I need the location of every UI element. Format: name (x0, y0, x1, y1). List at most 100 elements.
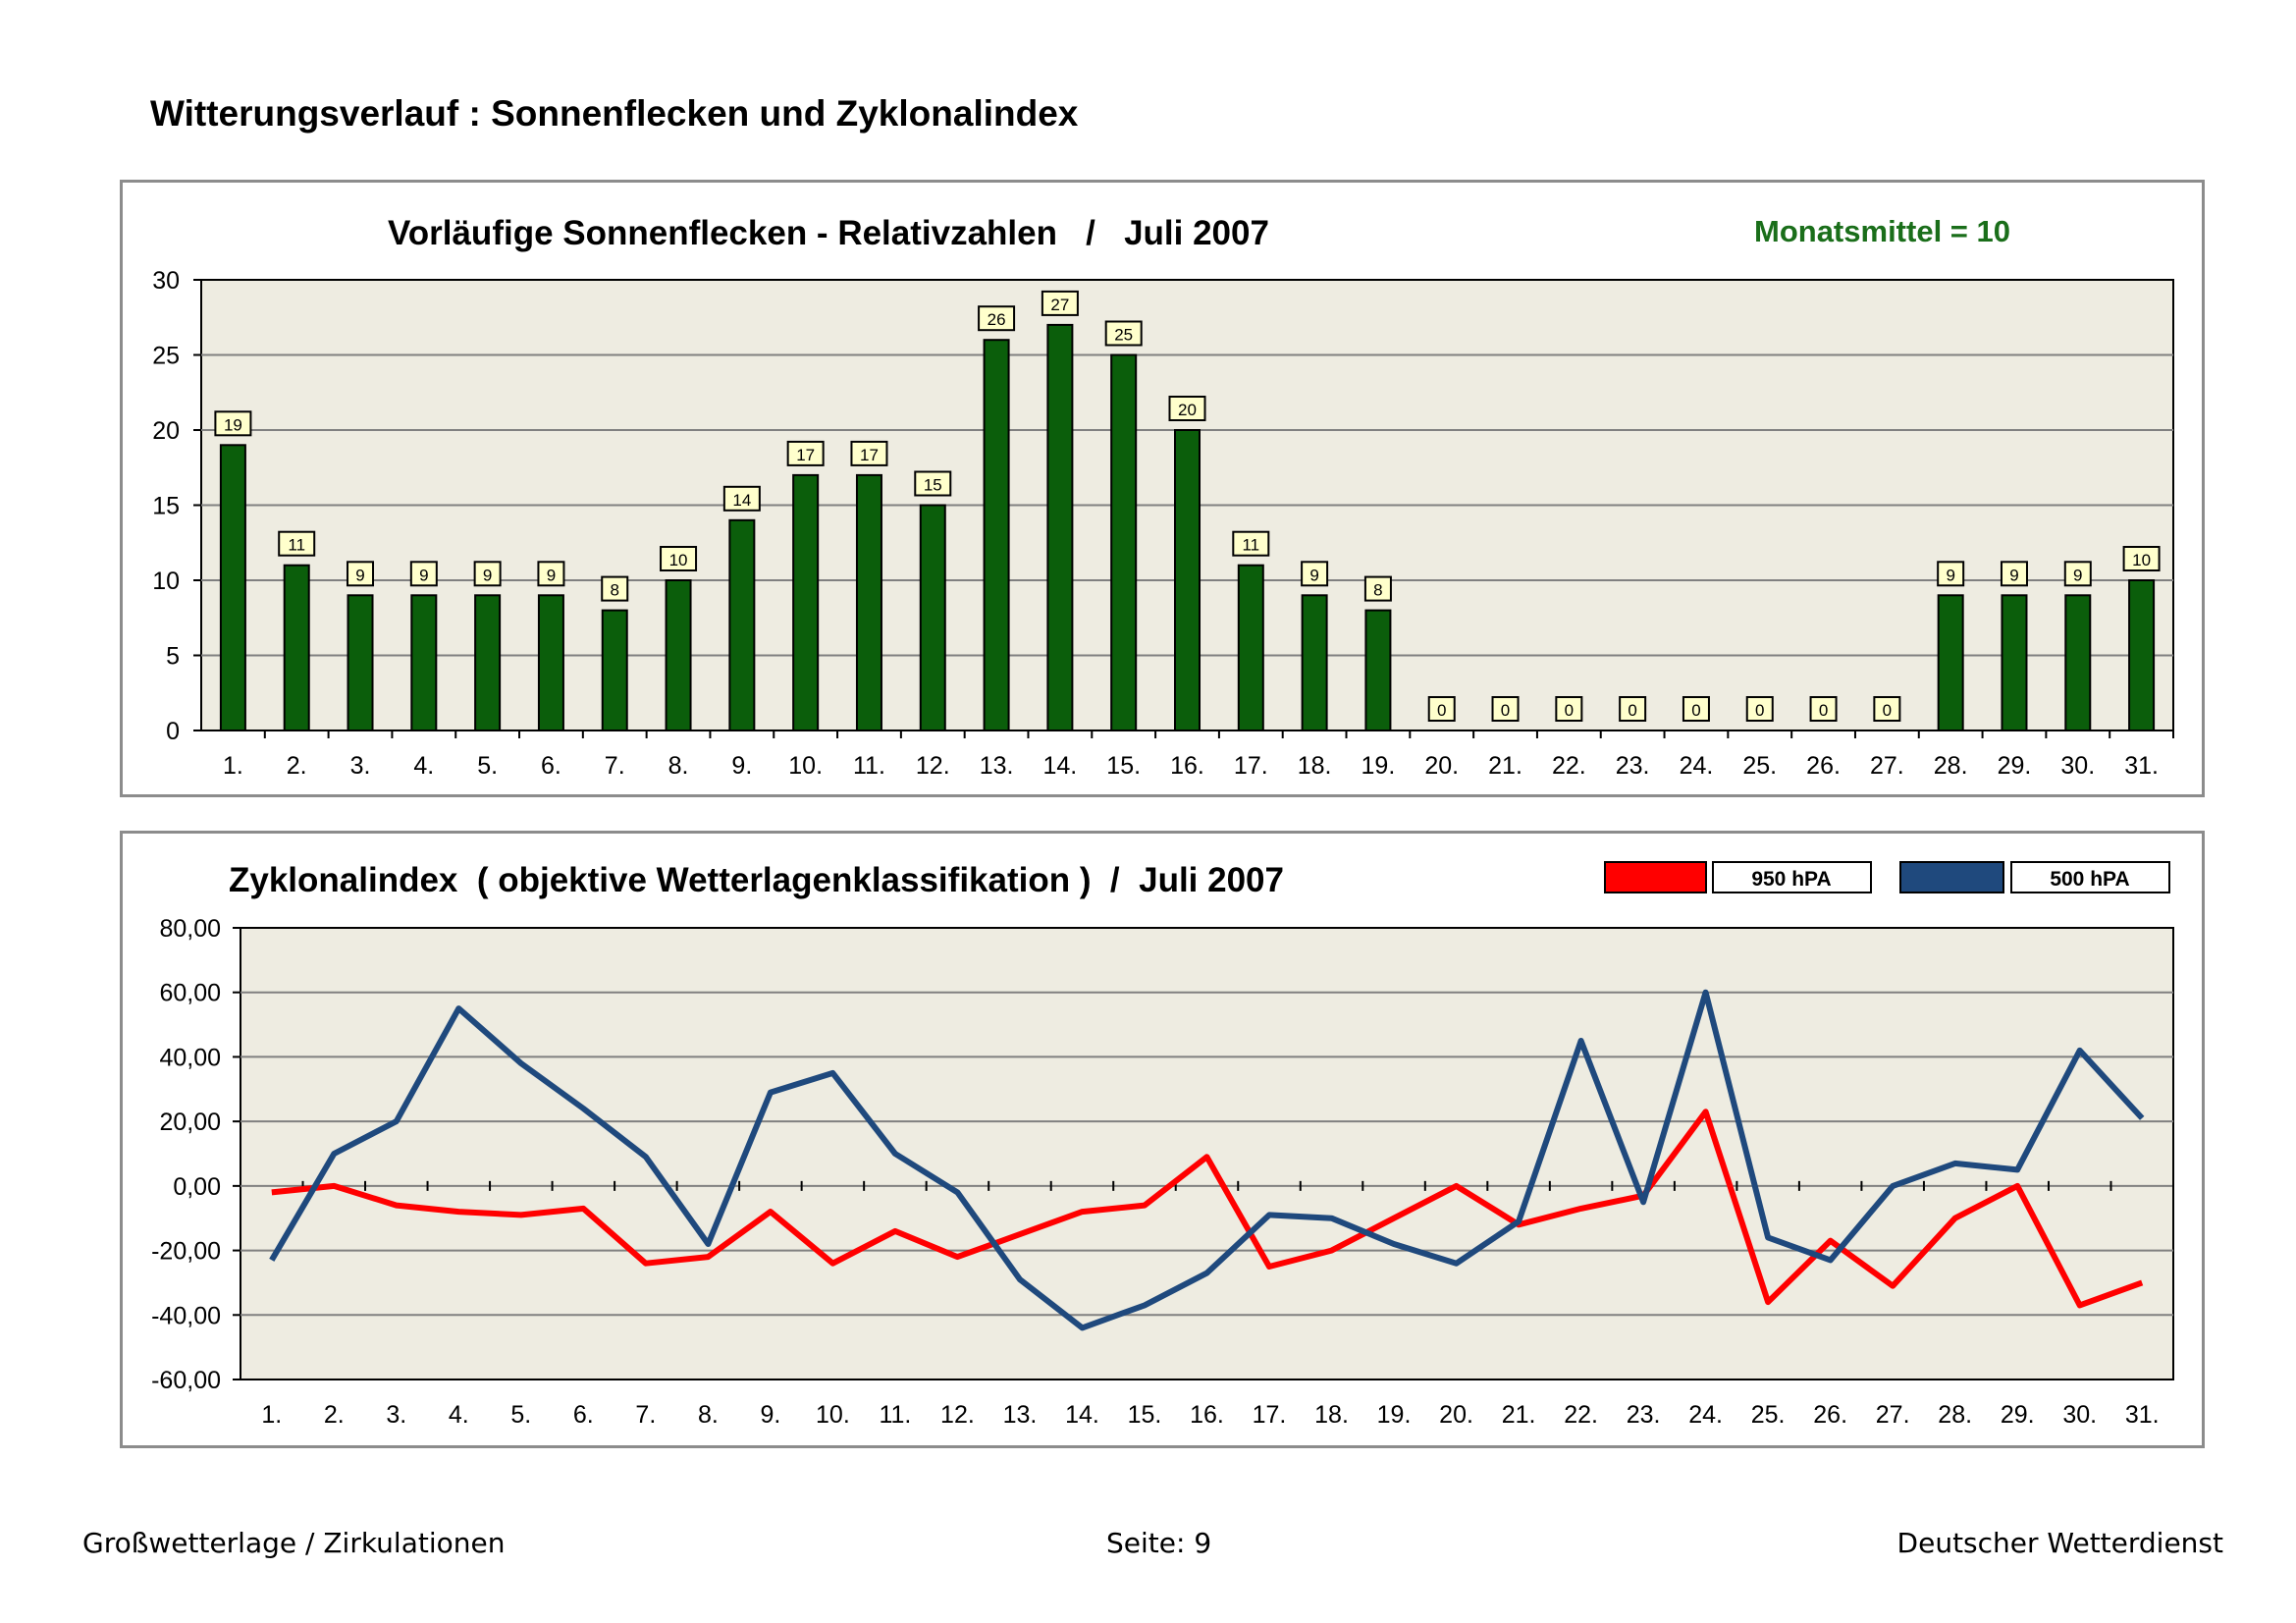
sunspot-bar (2128, 579, 2156, 731)
value-label-box (347, 561, 375, 587)
x-tick-label: 19. (1377, 1401, 1412, 1429)
legend-box-500 (2010, 861, 2170, 893)
sunspot-chart: Vorläufige Sonnenflecken - Relativzahlen… (152, 214, 2174, 780)
x-tick-label: 16. (1190, 1401, 1224, 1429)
y-tick-label: 10 (152, 568, 180, 595)
footer-left: Großwetterlage / Zirkulationen (82, 1527, 506, 1559)
value-label: 9 (419, 566, 428, 584)
y-tick-label: 80,00 (159, 915, 221, 943)
x-tick-label: 25. (1751, 1401, 1786, 1429)
x-tick-label: 31. (2124, 752, 2159, 780)
x-tick-label: 23. (1616, 752, 1650, 780)
y-tick-label: 20,00 (159, 1109, 221, 1136)
x-tick-label: 2. (287, 752, 307, 780)
value-label-box (1301, 561, 1329, 587)
y-tick-label: -60,00 (151, 1367, 221, 1394)
sunspot-bar (283, 564, 310, 732)
value-label-box (2000, 561, 2028, 587)
value-label-box (1232, 530, 1270, 557)
x-tick-label: 22. (1564, 1401, 1598, 1429)
y-tick-label: 0,00 (173, 1173, 221, 1201)
value-label-box (978, 305, 1016, 332)
legend-box-950 (1712, 861, 1872, 893)
x-tick-label: 13. (980, 752, 1014, 780)
x-tick-label: 10. (816, 1401, 850, 1429)
sunspot-bar (983, 339, 1010, 731)
value-label: 26 (988, 310, 1006, 329)
sunspot-bar (219, 444, 246, 731)
x-tick-label: 8. (698, 1401, 719, 1429)
value-label-box (2122, 546, 2161, 571)
x-tick-label: 24. (1688, 1401, 1723, 1429)
y-tick-label: 5 (166, 643, 180, 671)
value-label-box (1427, 696, 1456, 722)
value-label: 25 (1114, 326, 1133, 345)
x-tick-label: 6. (573, 1401, 594, 1429)
x-tick-label: 28. (1938, 1401, 1972, 1429)
x-tick-label: 27. (1870, 752, 1904, 780)
value-label: 8 (611, 581, 619, 600)
sunspot-bar (1046, 323, 1074, 731)
x-tick-label: 13. (1003, 1401, 1038, 1429)
x-tick-label: 12. (940, 1401, 975, 1429)
cyclonal-index-chart-title: Zyklonalindex ( objektive Wetterlagenkla… (229, 861, 1284, 899)
sunspot-bar (410, 594, 438, 731)
x-tick-label: 1. (261, 1401, 282, 1429)
x-tick-label: 30. (2062, 1401, 2097, 1429)
value-label: 11 (288, 536, 305, 555)
sunspot-bar (1364, 609, 1392, 732)
value-label-box (914, 470, 952, 497)
value-label: 0 (1755, 701, 1764, 720)
value-label: 0 (1437, 701, 1446, 720)
x-tick-label: 30. (2060, 752, 2095, 780)
value-label: 17 (860, 446, 879, 464)
y-tick-label: 0 (166, 718, 180, 745)
x-tick-label: 7. (605, 752, 625, 780)
value-label: 0 (1565, 701, 1574, 720)
sunspot-bar (855, 473, 882, 731)
value-label: 9 (547, 566, 556, 584)
x-tick-label: 9. (760, 1401, 780, 1429)
x-tick-label: 2. (324, 1401, 345, 1429)
sunspot-bar (1937, 594, 1964, 731)
plot-area (240, 927, 2174, 1380)
x-tick-label: 18. (1298, 752, 1332, 780)
sunspot-bar (537, 594, 564, 731)
value-label: 27 (1050, 296, 1069, 314)
value-label-box (1619, 696, 1647, 722)
sunspot-bar (665, 579, 692, 731)
value-label: 19 (224, 415, 242, 434)
legend-label-950: 950 hPA (1751, 868, 1831, 891)
value-label: 0 (1883, 701, 1892, 720)
x-tick-label: 21. (1488, 752, 1522, 780)
x-tick-label: 14. (1065, 1401, 1099, 1429)
x-tick-label: 11. (879, 1401, 911, 1429)
value-label: 9 (2073, 566, 2082, 584)
x-tick-label: 17. (1234, 752, 1268, 780)
value-label: 11 (1242, 536, 1259, 555)
y-tick-label: 30 (152, 267, 180, 295)
value-label-box (1491, 696, 1520, 722)
value-label: 9 (483, 566, 492, 584)
y-tick-label: -20,00 (151, 1238, 221, 1266)
sunspot-bar (1174, 429, 1201, 731)
y-tick-label: 15 (152, 493, 180, 520)
value-label: 0 (1501, 701, 1510, 720)
x-tick-label: 29. (1998, 752, 2032, 780)
cyclonal-index-chart-panel: Zyklonalindex ( objektive Wetterlagenkla… (120, 831, 2205, 1448)
value-label: 20 (1178, 401, 1197, 419)
value-label: 0 (1691, 701, 1700, 720)
legend-swatch-500 (1899, 861, 2004, 893)
legend: 950 hPA 500 hPA (1604, 861, 2170, 893)
value-label-box (1363, 575, 1392, 602)
value-label-box (722, 485, 761, 512)
value-label-box (601, 575, 629, 602)
sunspot-bar (2001, 594, 2028, 731)
x-tick-label: 15. (1128, 1401, 1162, 1429)
value-label: 15 (924, 476, 942, 495)
x-tick-label: 20. (1424, 752, 1459, 780)
sunspot-bar (1110, 353, 1138, 731)
y-tick-label: 25 (152, 343, 180, 370)
value-label-box (1745, 696, 1774, 722)
x-tick-label: 24. (1680, 752, 1714, 780)
